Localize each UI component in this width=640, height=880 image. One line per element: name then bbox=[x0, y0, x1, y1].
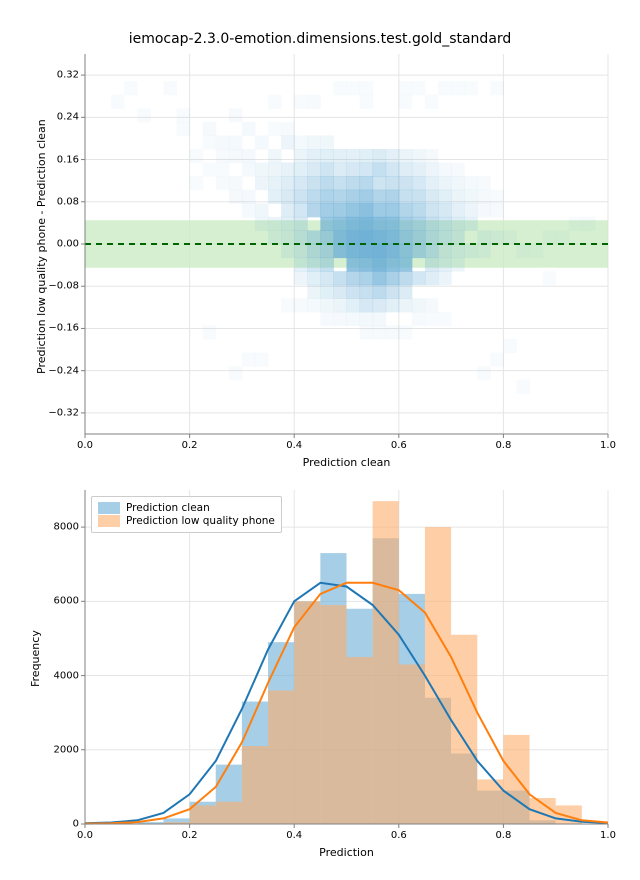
legend: Prediction cleanPrediction low quality p… bbox=[91, 496, 282, 533]
bottom-xlabel: Prediction bbox=[319, 846, 374, 859]
bot-xtick: 1.0 bbox=[600, 830, 616, 841]
bot-ytick: 8000 bbox=[41, 522, 79, 533]
bot-ytick: 0 bbox=[41, 819, 79, 830]
bot-xtick: 0.0 bbox=[77, 830, 93, 841]
legend-item: Prediction clean bbox=[98, 502, 275, 514]
bot-ytick: 2000 bbox=[41, 744, 79, 755]
bottom-ylabel: Frequency bbox=[29, 630, 42, 687]
bot-ytick: 6000 bbox=[41, 596, 79, 607]
figure: iemocap-2.3.0-emotion.dimensions.test.go… bbox=[0, 0, 640, 880]
bot-xtick: 0.2 bbox=[182, 830, 198, 841]
bottom-plot-svg bbox=[0, 0, 640, 880]
legend-swatch bbox=[98, 515, 120, 527]
bot-xtick: 0.6 bbox=[391, 830, 407, 841]
bot-xtick: 0.4 bbox=[286, 830, 302, 841]
legend-swatch bbox=[98, 502, 120, 514]
legend-label: Prediction low quality phone bbox=[126, 515, 275, 527]
bot-ytick: 4000 bbox=[41, 670, 79, 681]
bot-xtick: 0.8 bbox=[495, 830, 511, 841]
legend-label: Prediction clean bbox=[126, 502, 210, 514]
legend-item: Prediction low quality phone bbox=[98, 515, 275, 527]
